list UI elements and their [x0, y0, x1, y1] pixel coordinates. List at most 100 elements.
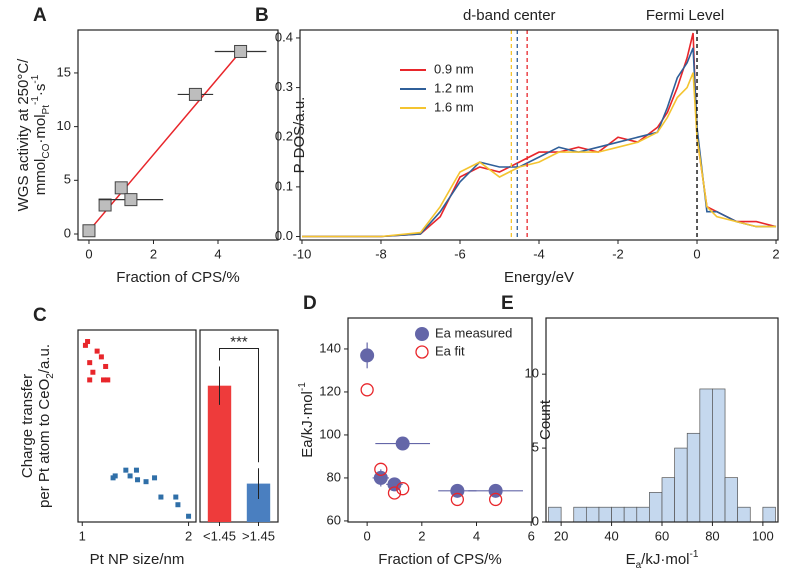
- y-tick-label: 0.4: [275, 29, 293, 44]
- histogram-bar: [573, 506, 587, 523]
- line: [302, 47, 776, 238]
- y-tick-label: 0.1: [275, 178, 293, 193]
- histogram-bar: [762, 506, 776, 523]
- x-tick-label: -2: [612, 246, 624, 261]
- annotation: ***: [230, 333, 248, 350]
- histogram-bar: [674, 447, 688, 523]
- x-tick-label: >1.45: [242, 528, 275, 543]
- x-tick-label: 0: [693, 246, 700, 261]
- significance-bracket: [219, 347, 259, 463]
- y-tick-label: 0.2: [275, 129, 293, 144]
- x-axis-label: Energy/eV: [504, 269, 574, 286]
- panel-letter: D: [303, 293, 317, 314]
- point: [82, 224, 96, 238]
- x-axis-label-part: -1: [690, 549, 699, 560]
- x-axis-label: Ea/kJ·mol-1: [626, 549, 699, 571]
- y-axis-label: Charge transfer: [19, 374, 36, 478]
- y-tick-label: 0.0: [275, 228, 293, 243]
- point: [114, 181, 128, 195]
- point: [360, 348, 375, 363]
- x-tick-label: 40: [604, 528, 618, 543]
- point: [87, 360, 93, 366]
- y-axis-label-part: Charge transfer: [19, 374, 36, 478]
- y-axis-label-part: 2: [45, 373, 56, 379]
- y-axis-label: per Pt atom to CeO2/a.u.: [36, 344, 56, 508]
- y-axis-label-part: /a.u.: [36, 344, 53, 373]
- point: [85, 339, 91, 345]
- y-tick-label: 0.3: [275, 79, 293, 94]
- x-tick-label: 80: [705, 528, 719, 543]
- x-tick-label: -10: [293, 246, 312, 261]
- point: [158, 494, 164, 500]
- point: [395, 436, 410, 451]
- point: [123, 467, 129, 473]
- point: [188, 87, 202, 101]
- y-tick-label: 5: [532, 440, 539, 455]
- point: [173, 494, 179, 500]
- histogram-bar: [661, 477, 675, 523]
- y-axis-label: mmolCO·molPt-1·s-1: [30, 74, 52, 195]
- y-axis-label-part: Ea/kJ·mol: [299, 391, 316, 458]
- x-axis-label-part: E: [626, 551, 636, 568]
- point: [234, 44, 248, 58]
- x-axis-label-part: /kJ·mol: [641, 551, 689, 568]
- y-tick-label: 140: [319, 340, 341, 355]
- legend-marker: [415, 345, 429, 359]
- point: [94, 348, 100, 354]
- y-axis-label-part: Pt: [41, 105, 52, 115]
- bar: [246, 483, 271, 522]
- plot-frame: [77, 329, 197, 523]
- plot-frame: [77, 29, 279, 241]
- point: [98, 198, 112, 212]
- histogram-bar: [737, 506, 751, 523]
- x-axis-label: Fraction of CPS/%: [378, 551, 501, 568]
- legend-label: Ea measured: [435, 325, 512, 340]
- point: [101, 377, 107, 383]
- legend-label: 1.2 nm: [434, 80, 474, 95]
- histogram-bar: [585, 506, 600, 523]
- y-axis-label: Count: [537, 399, 554, 440]
- y-tick-label: 60: [327, 512, 341, 527]
- panel-letter: C: [33, 305, 47, 326]
- histogram-bar: [649, 492, 663, 523]
- point: [87, 377, 93, 383]
- y-axis-label-part: -1: [30, 96, 41, 105]
- y-axis-label-part: per Pt atom to CeO: [36, 379, 53, 508]
- point: [450, 492, 465, 507]
- point: [90, 369, 96, 375]
- point: [143, 479, 149, 485]
- y-axis-label-part: CO: [41, 143, 52, 158]
- x-tick-label: 2: [772, 246, 779, 261]
- x-tick-label: 4: [473, 528, 480, 543]
- x-tick-label: 60: [655, 528, 669, 543]
- histogram-bar: [724, 477, 739, 523]
- plot-frame: [347, 317, 533, 523]
- x-tick-label: 2: [418, 528, 425, 543]
- y-axis-label: WGS activity at 250°C/: [15, 58, 32, 212]
- histogram-bar: [712, 388, 726, 523]
- point: [105, 377, 111, 383]
- y-axis-label: Ea/kJ·mol-1: [297, 382, 316, 458]
- bar: [207, 385, 232, 522]
- x-axis-label: Pt NP size/nm: [90, 551, 185, 568]
- y-axis-label-part: ·s: [32, 84, 49, 97]
- y-tick-label: 5: [64, 172, 71, 187]
- y-axis-label-part: WGS activity at 250°C/: [15, 58, 32, 212]
- point: [133, 467, 139, 473]
- point: [186, 513, 192, 519]
- point: [360, 383, 374, 397]
- line: [302, 72, 776, 238]
- histogram-bar: [699, 388, 713, 523]
- fit-line: [88, 51, 242, 232]
- histogram-bar: [598, 506, 612, 523]
- histogram-bar: [636, 506, 650, 523]
- x-tick-label: 6: [528, 528, 535, 543]
- y-axis-label-part: ·mol: [32, 114, 49, 143]
- plot-frame: [199, 329, 279, 523]
- x-tick-label: <1.45: [203, 528, 236, 543]
- histogram-bar: [686, 432, 701, 523]
- histogram-bar: [611, 506, 625, 523]
- panel-letter: E: [501, 293, 514, 314]
- legend-label: Ea fit: [435, 343, 465, 358]
